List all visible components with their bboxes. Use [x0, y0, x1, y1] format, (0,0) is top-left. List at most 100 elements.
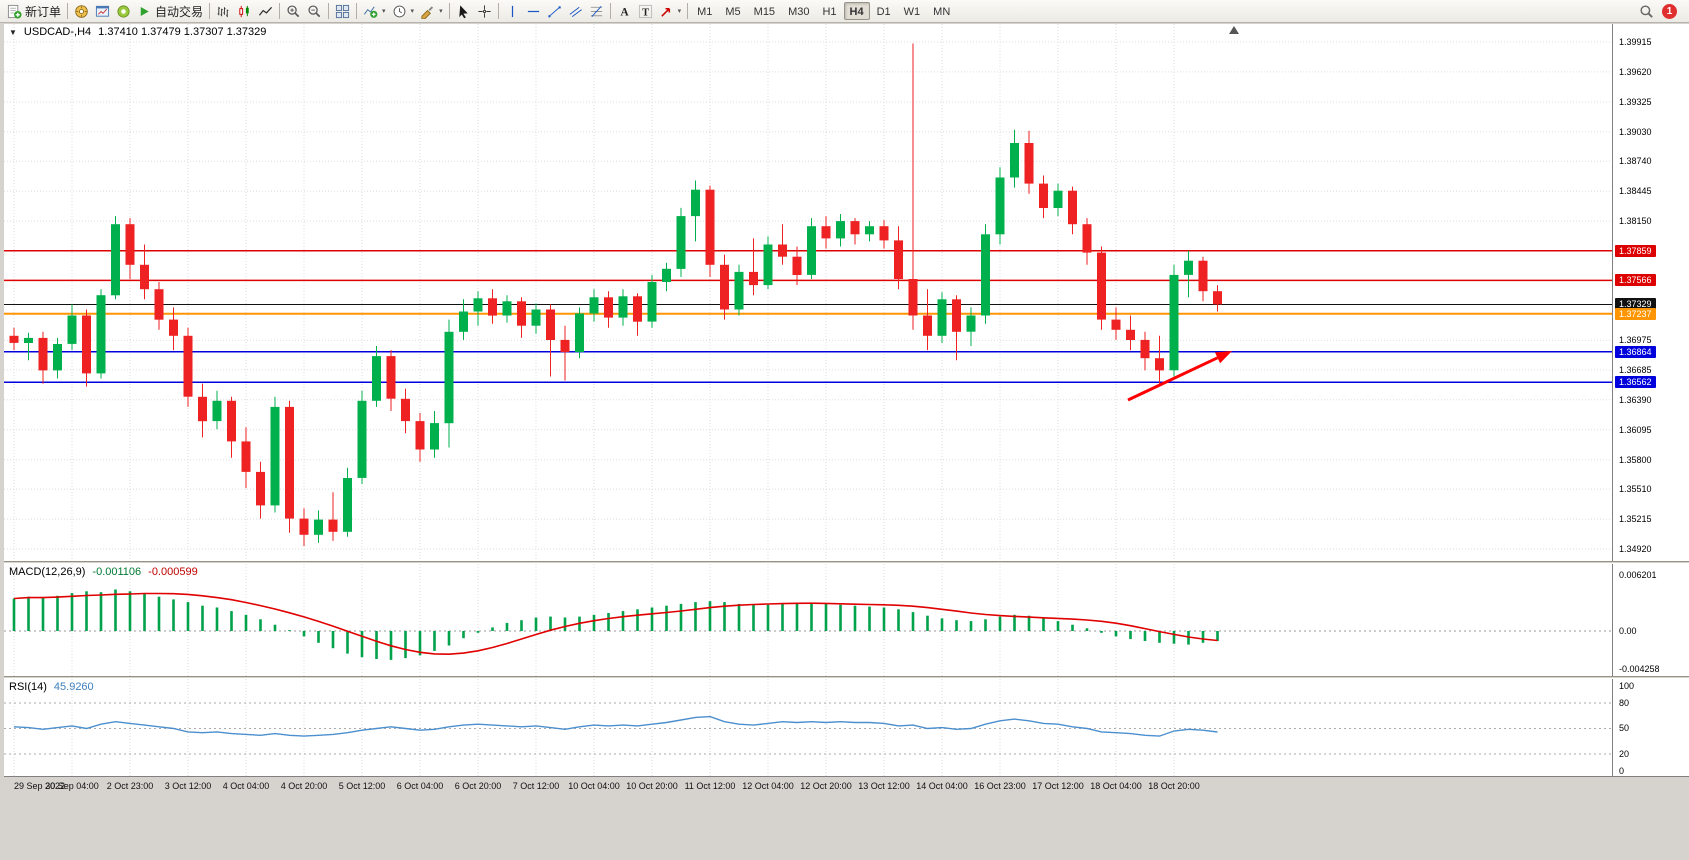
new-order-icon: [7, 4, 22, 19]
time-label: 18 Oct 20:00: [1148, 781, 1200, 791]
search-button[interactable]: [1636, 1, 1657, 21]
timeframe-m5-button[interactable]: M5: [725, 6, 741, 18]
time-label: 2 Oct 23:00: [106, 781, 154, 791]
bar-chart-icon: [216, 4, 231, 19]
rsi-scale-label: 20: [1619, 748, 1630, 759]
rsi-scale-label: 80: [1619, 697, 1630, 708]
timeframe-m1-button[interactable]: M1: [697, 6, 713, 18]
rsi-scale-label: 50: [1619, 723, 1630, 734]
arrows-tool-icon: [659, 4, 674, 19]
timeframe-mn-button[interactable]: MN: [933, 6, 951, 18]
price-tick: 1.35800: [1619, 454, 1652, 465]
timeframe-d1-button[interactable]: D1: [876, 6, 891, 18]
horizontal-line-button[interactable]: [523, 1, 544, 21]
price-chart-canvas[interactable]: [4, 24, 1612, 561]
zoom-in-icon: [286, 4, 301, 19]
notifications-badge[interactable]: 1: [1662, 3, 1677, 19]
chart-title-bar: ▼ USDCAD-,H4 1.37410 1.37479 1.37307 1.3…: [9, 26, 266, 38]
price-tick: 1.39915: [1619, 36, 1652, 47]
indicators-button[interactable]: ▾: [360, 1, 389, 21]
time-label: 6 Oct 20:00: [454, 781, 502, 791]
crosshair-button[interactable]: [474, 1, 495, 21]
price-tick: 1.35215: [1619, 514, 1652, 525]
rsi-value: 45.9260: [53, 681, 94, 693]
text-tool-button[interactable]: A: [614, 1, 635, 21]
cursor-button[interactable]: [453, 1, 474, 21]
line-chart-button[interactable]: [255, 1, 276, 21]
toolbar-divider: [279, 3, 281, 19]
community-icon: [116, 4, 131, 19]
dropdown-caret-icon: ▾: [439, 8, 443, 15]
timeframe-h4-button[interactable]: H4: [843, 2, 870, 20]
toolbar-divider: [609, 3, 611, 19]
fibonacci-button[interactable]: [586, 1, 607, 21]
price-tag: 1.37859: [1615, 244, 1656, 257]
periods-clock-icon: [392, 4, 407, 19]
price-tick: 1.36975: [1619, 335, 1652, 346]
macd-label: MACD(12,26,9): [9, 566, 86, 578]
channel-button[interactable]: [565, 1, 586, 21]
trendline-button[interactable]: [544, 1, 565, 21]
bar-chart-button[interactable]: [213, 1, 234, 21]
time-label: 5 Oct 12:00: [338, 781, 386, 791]
timeframe-m15-button[interactable]: M15: [753, 6, 776, 18]
price-tick: 1.39325: [1619, 96, 1652, 107]
macd-chart-canvas[interactable]: [4, 564, 1612, 676]
trendline-icon: [547, 4, 562, 19]
chart-window-button[interactable]: [92, 1, 113, 21]
macd-title-bar: MACD(12,26,9) -0.001106 -0.000599: [9, 566, 198, 578]
rsi-scale-label: 0: [1619, 765, 1625, 776]
macd-main-value: -0.001106: [92, 566, 142, 578]
time-label: 18 Oct 04:00: [1090, 781, 1142, 791]
time-label: 4 Oct 04:00: [222, 781, 270, 791]
toolbar-divider: [448, 3, 450, 19]
panel-divider[interactable]: [4, 676, 1689, 679]
price-tag: 1.37237: [1615, 307, 1656, 320]
collapse-triangle-icon[interactable]: ▼: [9, 27, 17, 37]
price-axis: 1.39915 1.39620 1.39325 1.39030 1.38740 1.384…: [1612, 24, 1689, 561]
timeframe-toolbar: M1 M5 M15 M30 H1 H4 D1 W1 MN: [691, 2, 956, 20]
zoom-in-button[interactable]: [283, 1, 304, 21]
periods-button[interactable]: ▾: [389, 1, 418, 21]
panel-divider[interactable]: [4, 561, 1689, 564]
auto-trading-play-icon: [137, 4, 152, 19]
price-tick: 1.36390: [1619, 394, 1652, 405]
rsi-title-bar: RSI(14) 45.9260: [9, 681, 94, 693]
time-axis: 29 Sep 2022 30 Sep 04:00 2 Oct 23:00 3 Oct …: [4, 776, 1689, 797]
new-order-button[interactable]: 新订单: [4, 1, 64, 21]
price-tag: 1.36562: [1615, 376, 1656, 389]
toolbar-divider: [67, 3, 69, 19]
search-icon: [1639, 4, 1654, 19]
auto-trading-button[interactable]: 自动交易: [134, 1, 206, 21]
toolbar-divider: [497, 3, 499, 19]
horizontal-line-icon: [526, 4, 541, 19]
time-label: 12 Oct 20:00: [800, 781, 852, 791]
timeframe-h1-button[interactable]: H1: [822, 6, 837, 18]
text-label-icon: T: [638, 4, 653, 19]
timeframe-w1-button[interactable]: W1: [903, 6, 921, 18]
community-button[interactable]: [113, 1, 134, 21]
rsi-chart-canvas[interactable]: [4, 679, 1612, 776]
templates-button[interactable]: ▾: [417, 1, 446, 21]
candlestick-chart-button[interactable]: [234, 1, 255, 21]
price-tick: 1.38445: [1619, 186, 1652, 197]
macd-scale-label: -0.004258: [1619, 664, 1660, 675]
price-tick: 1.35510: [1619, 484, 1652, 495]
zoom-out-button[interactable]: [304, 1, 325, 21]
price-tick: 1.39030: [1619, 126, 1652, 137]
rsi-panel: RSI(14) 45.9260 100 80 50 20 0: [4, 679, 1689, 776]
tile-windows-button[interactable]: [332, 1, 353, 21]
time-label: 6 Oct 04:00: [396, 781, 444, 791]
vertical-line-button[interactable]: [502, 1, 523, 21]
time-label: 12 Oct 04:00: [742, 781, 794, 791]
toolbar-divider: [328, 3, 330, 19]
text-label-button[interactable]: T: [635, 1, 656, 21]
price-tag: 1.37329: [1615, 298, 1656, 311]
time-label: 4 Oct 20:00: [280, 781, 328, 791]
timeframe-m30-button[interactable]: M30: [788, 6, 810, 18]
time-label: 10 Oct 20:00: [626, 781, 678, 791]
arrows-tool-button[interactable]: ▾: [656, 1, 685, 21]
compass-button[interactable]: [71, 1, 92, 21]
zoom-out-icon: [307, 4, 322, 19]
compass-icon: [74, 4, 89, 19]
